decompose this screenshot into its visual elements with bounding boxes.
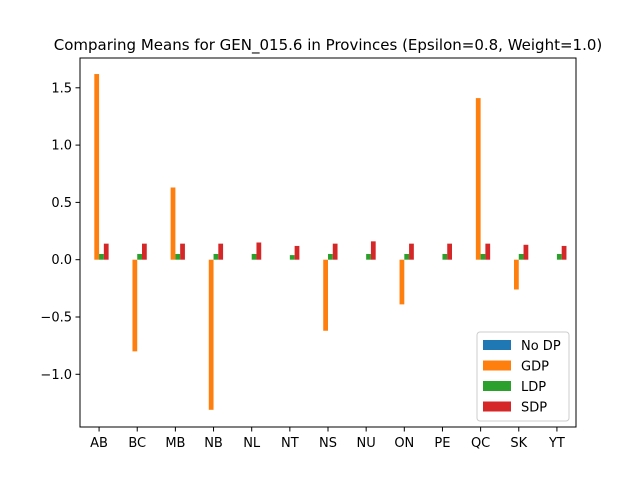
y-axis: −1.0 −0.5 0.0 0.5 1.0 1.5 xyxy=(40,81,80,383)
x-tick-label: NT xyxy=(281,436,299,451)
x-tick-label: ON xyxy=(394,436,414,451)
bar-gdp-nb xyxy=(208,259,214,410)
bar-sdp-on xyxy=(409,243,414,260)
x-tick-label: MB xyxy=(165,436,185,451)
bar-gdp-bc xyxy=(132,259,138,352)
bar-gdp-sk xyxy=(514,259,519,290)
bar-ldp-yt xyxy=(556,253,562,260)
x-tick-label: NU xyxy=(357,436,376,451)
bar-sdp-ab xyxy=(103,243,109,260)
bar-gdp-qc xyxy=(475,98,481,260)
legend-swatch-gdp xyxy=(483,360,511,371)
bar-ldp-mb xyxy=(175,253,181,260)
x-tick-label: NS xyxy=(319,436,337,451)
bar-ldp-ns xyxy=(328,253,333,260)
x-tick-label: SK xyxy=(510,436,527,451)
y-tick-label: 1.0 xyxy=(51,139,72,154)
legend-swatch-no-dp xyxy=(483,340,511,350)
legend: No DP GDP LDP SDP xyxy=(476,331,570,422)
bar-sdp-ns xyxy=(332,243,338,260)
bar-sdp-nl xyxy=(256,242,262,260)
bar-sdp-qc xyxy=(485,243,491,260)
bar-sdp-sk xyxy=(523,244,529,260)
legend-label: SDP xyxy=(521,401,547,416)
bar-ldp-nu xyxy=(366,253,371,260)
bar-gdp-on xyxy=(399,259,405,305)
bar-ldp-nb xyxy=(213,253,219,260)
y-tick-label: 0.5 xyxy=(51,196,72,211)
legend-swatch-ldp xyxy=(483,381,511,391)
bar-ldp-nl xyxy=(251,253,257,260)
bar-sdp-yt xyxy=(561,245,567,260)
x-tick-label: NL xyxy=(243,436,261,451)
legend-label: LDP xyxy=(521,380,546,395)
bar-ldp-on xyxy=(404,253,410,260)
bar-ldp-bc xyxy=(137,253,142,260)
y-tick-label: 1.5 xyxy=(51,81,72,96)
bar-gdp-ns xyxy=(323,259,328,331)
legend-label: GDP xyxy=(521,360,549,375)
y-tick-label: −0.5 xyxy=(40,310,72,325)
x-tick-label: NB xyxy=(204,436,223,451)
y-tick-label: −1.0 xyxy=(40,368,72,383)
bar-ldp-qc xyxy=(480,253,486,260)
x-tick-label: AB xyxy=(90,436,108,451)
y-tick-label: 0.0 xyxy=(51,253,72,268)
bar-ldp-sk xyxy=(518,253,524,260)
chart-title: Comparing Means for GEN_015.6 in Provinc… xyxy=(54,36,603,55)
bar-sdp-nb xyxy=(218,243,224,260)
bar-sdp-bc xyxy=(142,243,147,260)
x-tick-label: QC xyxy=(471,436,490,451)
x-tick-label: PE xyxy=(434,436,450,451)
legend-box xyxy=(476,331,570,422)
bar-sdp-nt xyxy=(294,245,300,260)
bar-ldp-nt xyxy=(289,255,295,260)
bar-ldp-ab xyxy=(99,253,104,260)
bar-gdp-mb xyxy=(170,187,176,260)
bar-sdp-pe xyxy=(447,243,452,260)
bar-sdp-nu xyxy=(370,241,376,260)
x-tick-label: BC xyxy=(128,436,146,451)
bar-gdp-ab xyxy=(94,74,100,260)
bar-ldp-pe xyxy=(442,253,448,260)
legend-swatch-sdp xyxy=(483,401,511,412)
plot-area xyxy=(94,74,567,410)
plot-frame xyxy=(79,57,577,428)
x-axis: AB BC MB NB NL NT NS NU ON PE QC SK YT xyxy=(90,427,565,451)
legend-label: No DP xyxy=(521,339,561,354)
x-tick-label: YT xyxy=(548,436,565,451)
bar-sdp-mb xyxy=(180,243,185,260)
